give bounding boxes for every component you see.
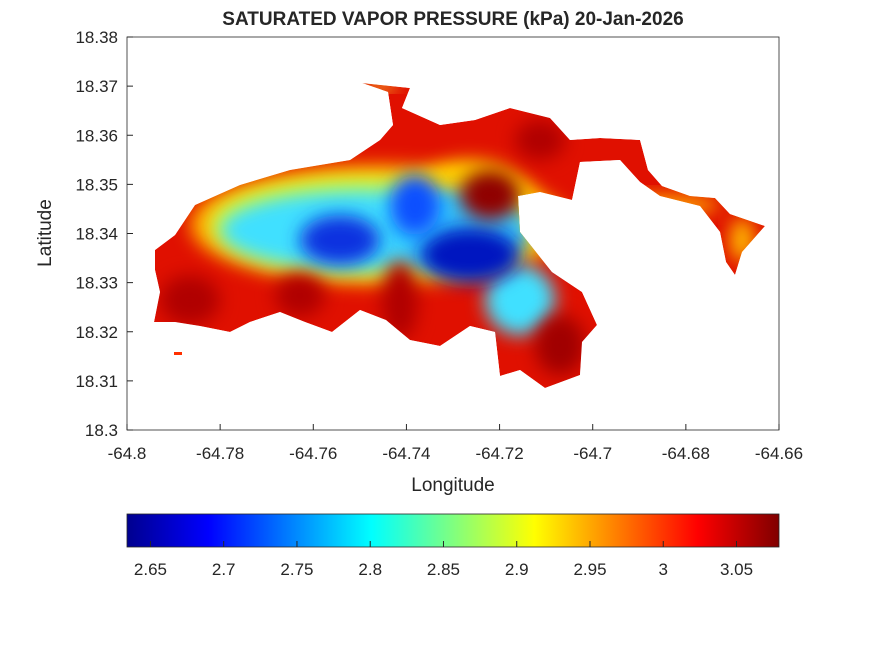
x-tick-label: -64.66	[755, 444, 803, 463]
y-axis-label: Latitude	[35, 199, 56, 267]
region-very-high	[382, 260, 418, 340]
y-tick-label: 18.37	[75, 77, 118, 96]
colorbar-tick-label: 2.75	[280, 560, 313, 579]
region-very-high	[275, 273, 325, 317]
colorbar-tick-label: 3.05	[720, 560, 753, 579]
y-tick-label: 18.35	[75, 175, 118, 194]
colorbar-tick-label: 2.65	[134, 560, 167, 579]
region-low	[485, 265, 555, 335]
x-tick-label: -64.76	[289, 444, 337, 463]
colorbar	[126, 513, 780, 548]
x-tick-label: -64.72	[475, 444, 523, 463]
region-very-high	[460, 170, 520, 220]
colorbar-tick-label: 2.8	[358, 560, 382, 579]
region-very-low	[420, 227, 520, 283]
colorbar-tick-label: 2.9	[505, 560, 529, 579]
region-very-high	[160, 275, 220, 325]
x-tick-label: -64.8	[108, 444, 147, 463]
x-tick-label: -64.68	[662, 444, 710, 463]
region-very-high	[515, 120, 565, 160]
y-tick-label: 18.32	[75, 323, 118, 342]
heatmap-surface	[154, 83, 765, 388]
region-very-low	[300, 215, 380, 265]
x-axis-label: Longitude	[411, 475, 494, 496]
x-tick-label: -64.74	[382, 444, 430, 463]
y-tick-label: 18.38	[75, 28, 118, 47]
colorbar-tick-label: 2.95	[573, 560, 606, 579]
colorbar-tick-label: 3	[659, 560, 668, 579]
y-tick-label: 18.31	[75, 372, 118, 391]
region-very-high	[535, 315, 585, 375]
x-tick-label: -64.78	[196, 444, 244, 463]
island-fragment	[174, 352, 182, 355]
region-very-low	[390, 175, 440, 235]
chart-title: SATURATED VAPOR PRESSURE (kPa) 20-Jan-20…	[222, 9, 683, 30]
y-tick-label: 18.3	[85, 421, 118, 440]
colorbar-tick-label: 2.7	[212, 560, 236, 579]
y-tick-label: 18.33	[75, 274, 118, 293]
y-tick-label: 18.36	[75, 126, 118, 145]
y-tick-label: 18.34	[75, 225, 118, 244]
x-tick-label: -64.7	[573, 444, 612, 463]
colorbar-tick-label: 2.85	[427, 560, 460, 579]
